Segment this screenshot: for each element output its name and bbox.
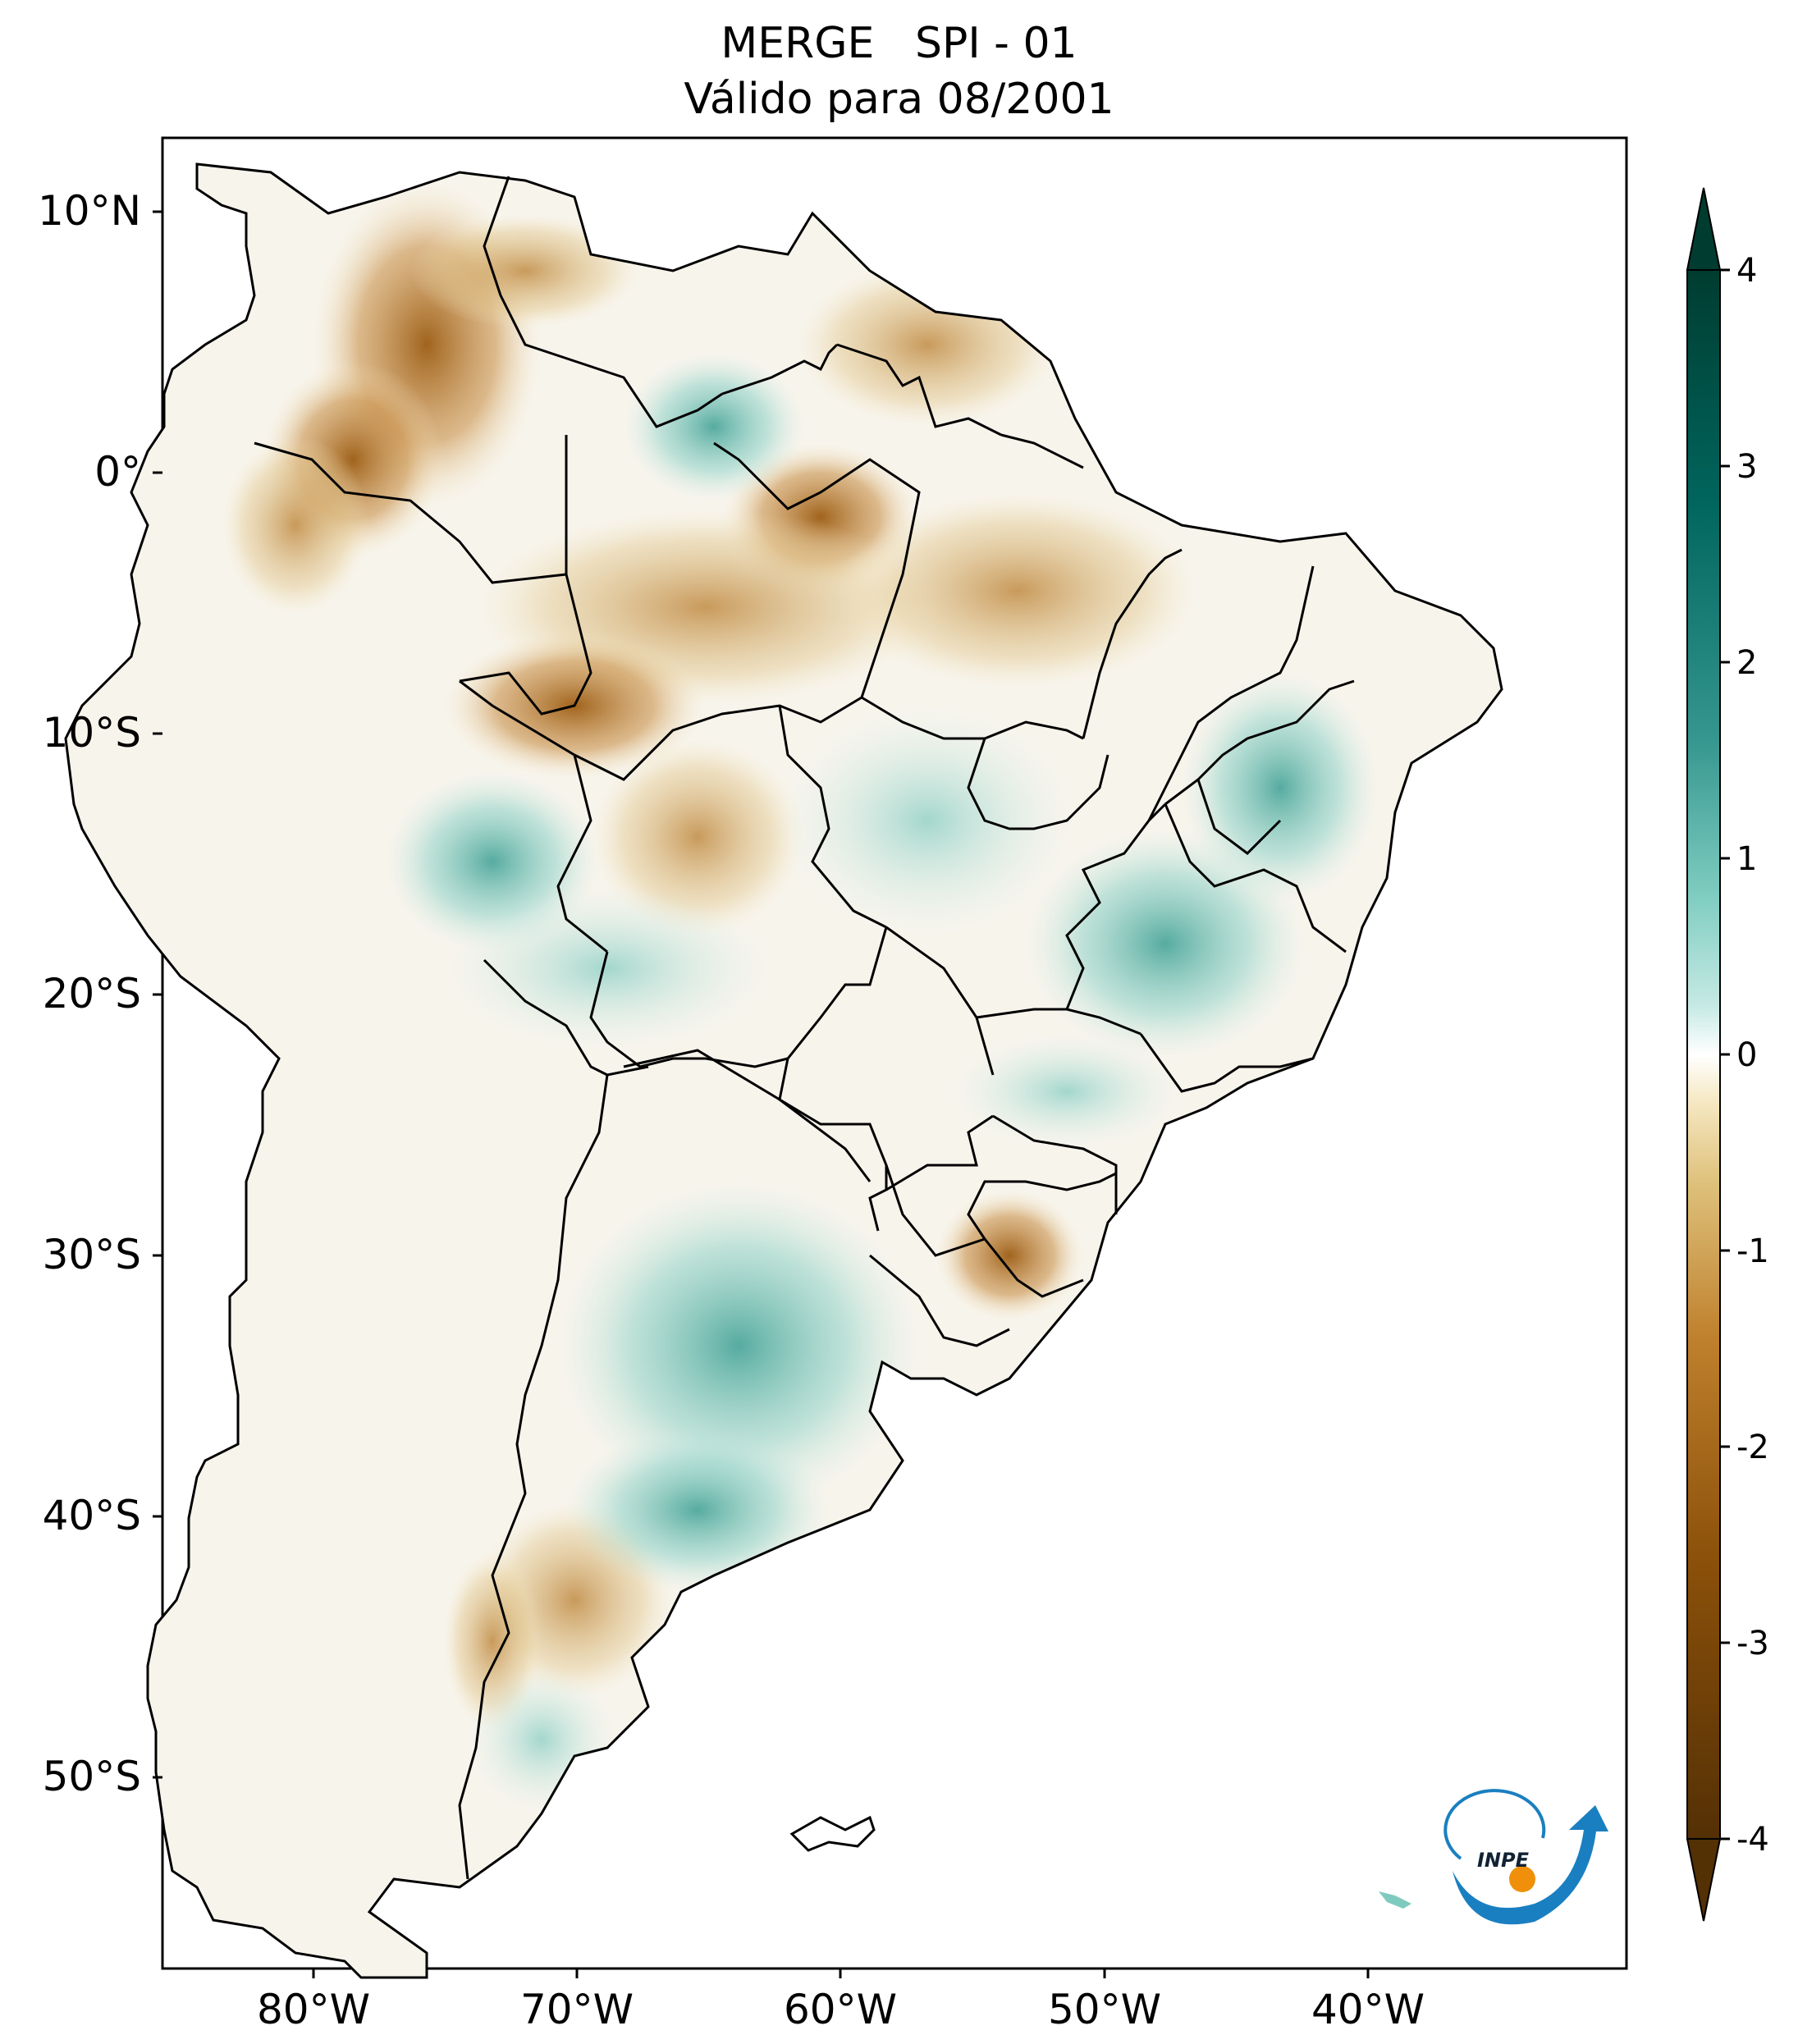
lat-tick-label: 20°S (43, 970, 141, 1017)
map-title: MERGE SPI - 01 (721, 19, 1077, 68)
lat-axis: 10°N 0° 10°S 20°S 30°S 40°S 50°S (38, 187, 162, 1800)
colorbar-tick-label: 2 (1736, 644, 1757, 682)
colorbar-tick-label: -1 (1736, 1232, 1769, 1270)
colorbar: 4 3 2 1 0 -1 -2 -3 -4 (1686, 187, 1769, 1922)
colorbar-tick-label: -2 (1736, 1429, 1769, 1466)
colorbar-tick-label: 1 (1736, 840, 1757, 878)
lon-tick-label: 70°W (520, 1986, 634, 2033)
borders (254, 176, 1355, 1880)
colorbar-tick-label: 4 (1736, 252, 1757, 290)
logo-text: INPE (1477, 1849, 1530, 1872)
lon-tick-label: 50°W (1048, 1986, 1161, 2033)
colorbar-extend-max (1686, 187, 1722, 271)
falkland-islands (789, 1815, 876, 1852)
lon-axis: 80°W 70°W 60°W 50°W 40°W (257, 1969, 1425, 2033)
coastline (64, 162, 1503, 1979)
lat-tick-label: 10°S (43, 709, 141, 757)
lat-tick-label: 30°S (43, 1231, 141, 1278)
colorbar-tick-label: -3 (1736, 1625, 1769, 1662)
lat-tick-label: 0° (94, 448, 141, 496)
colorbar-extend-min (1686, 1838, 1722, 1922)
lon-tick-label: 80°W (257, 1986, 370, 2033)
lon-tick-label: 60°W (784, 1986, 897, 2033)
colorbar-tick-label: 3 (1736, 448, 1757, 486)
map-subtitle: Válido para 08/2001 (684, 75, 1114, 124)
lat-tick-label: 40°S (43, 1492, 141, 1539)
colorbar-tick-label: -4 (1736, 1821, 1769, 1859)
colorbar-gradient (1686, 269, 1721, 1840)
lat-tick-label: 10°N (38, 187, 141, 235)
lon-tick-label: 40°W (1311, 1986, 1425, 2033)
lat-tick-label: 50°S (43, 1753, 141, 1800)
south-georgia (1379, 1891, 1411, 1909)
inpe-logo: INPE (1443, 1789, 1608, 1925)
colorbar-tick-label: 0 (1736, 1036, 1757, 1074)
